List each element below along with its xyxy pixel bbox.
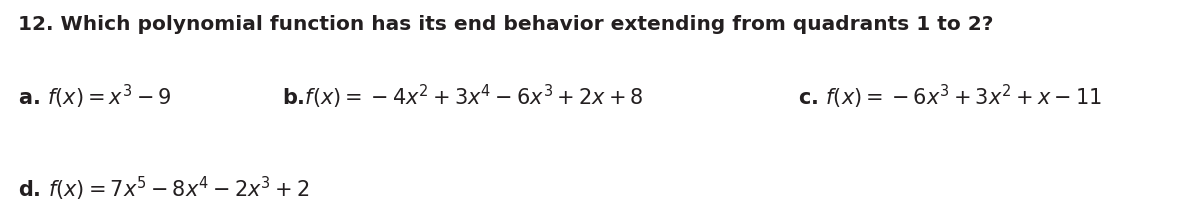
Text: d. $f(x) = 7x^5 - 8x^4 - 2x^3 + 2$: d. $f(x) = 7x^5 - 8x^4 - 2x^3 + 2$ bbox=[18, 175, 310, 203]
Text: c. $f(x) = -6x^3 + 3x^2 + x - 11$: c. $f(x) = -6x^3 + 3x^2 + x - 11$ bbox=[798, 83, 1102, 111]
Text: 12. Which polynomial function has its end behavior extending from quadrants 1 to: 12. Which polynomial function has its en… bbox=[18, 15, 994, 34]
Text: a. $f(x) = x^3 - 9$: a. $f(x) = x^3 - 9$ bbox=[18, 83, 172, 111]
Text: b.$f(x) = -4x^2 + 3x^4 - 6x^3 + 2x + 8$: b.$f(x) = -4x^2 + 3x^4 - 6x^3 + 2x + 8$ bbox=[282, 83, 643, 111]
